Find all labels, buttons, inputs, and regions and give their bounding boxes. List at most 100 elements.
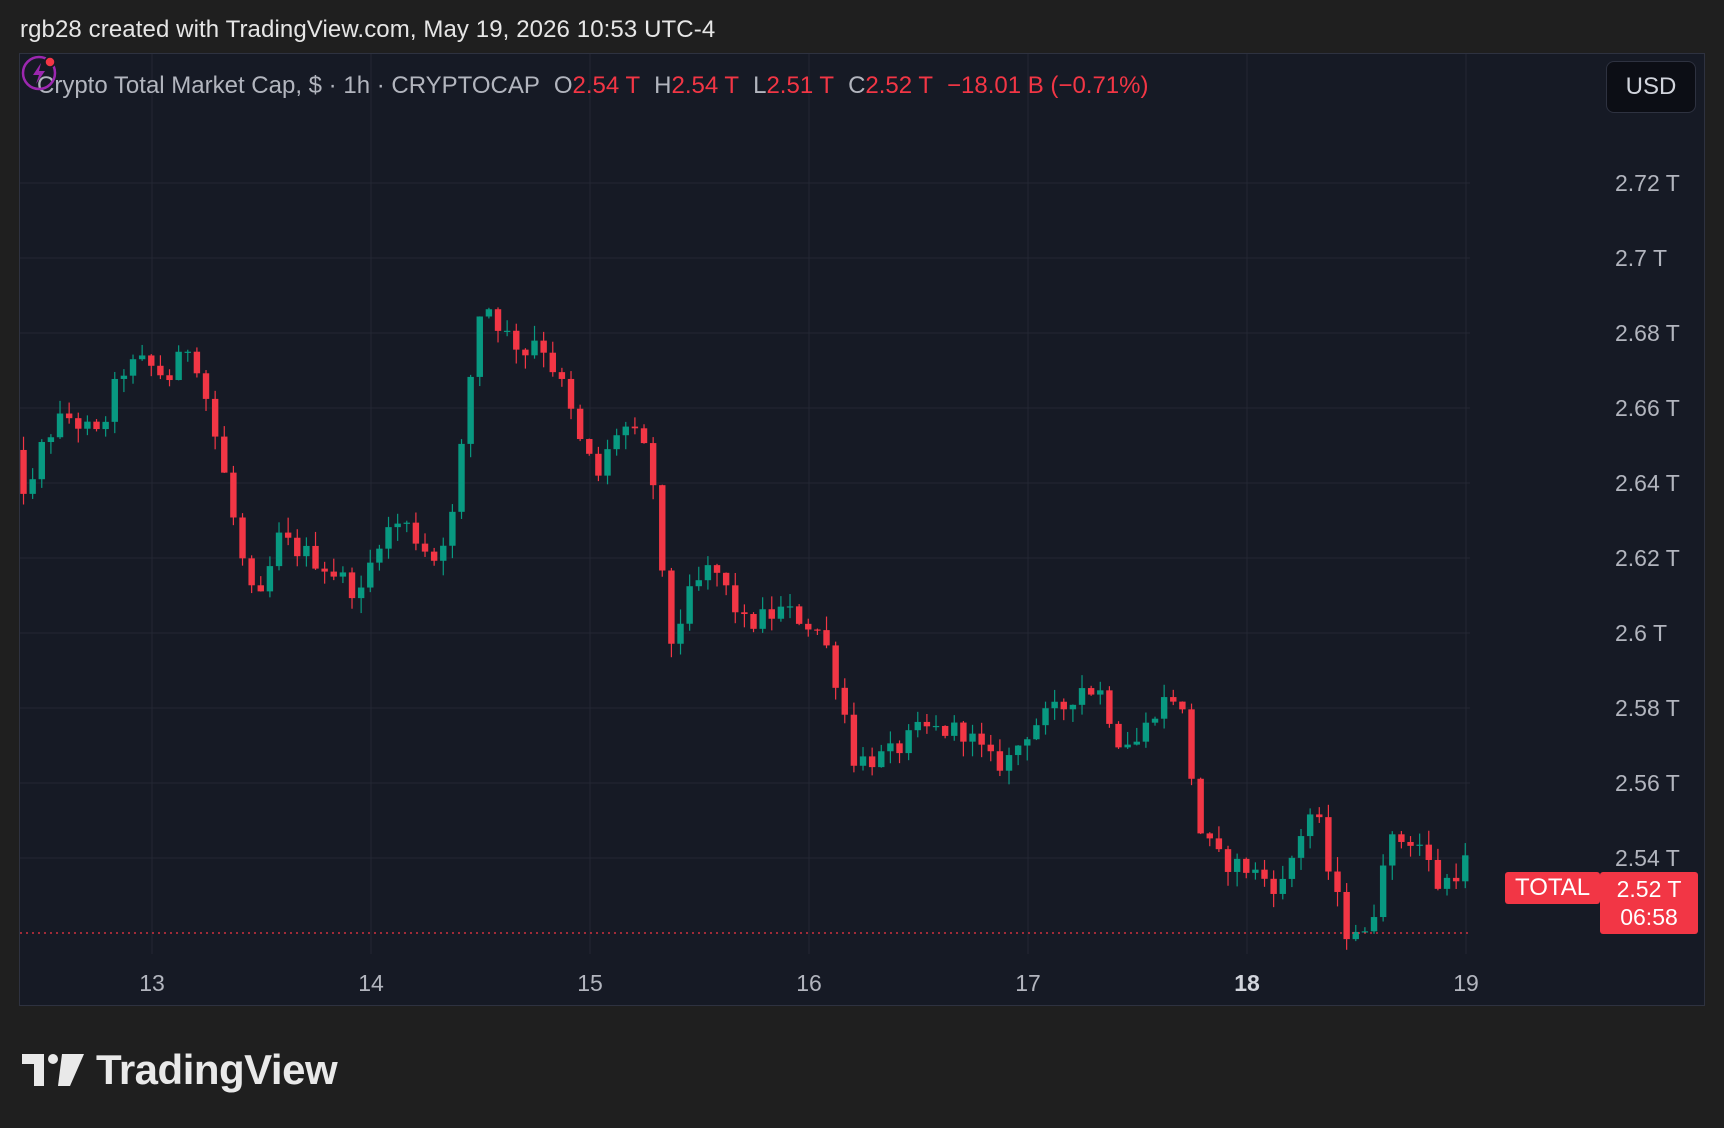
candle-body (1443, 877, 1451, 889)
candle-body (47, 437, 55, 443)
candle-body (741, 612, 748, 615)
x-tick-label: 18 (1234, 970, 1260, 996)
candle-body (695, 580, 702, 587)
y-tick-label: 2.54 T (1615, 845, 1680, 871)
candle-body (1398, 834, 1405, 842)
candle-body (1033, 725, 1040, 740)
candle-body (221, 436, 228, 473)
candle-body (722, 572, 730, 586)
candle-body (567, 378, 575, 409)
high-label: H (654, 72, 672, 99)
x-tick-label: 13 (139, 970, 165, 996)
candle-body (540, 340, 547, 353)
candle-body (1416, 844, 1423, 846)
candle-body (330, 571, 337, 577)
candle-body (75, 418, 82, 429)
candle-body (814, 629, 821, 631)
candle-body (932, 725, 940, 728)
candle-body (604, 449, 611, 476)
candle-body (805, 623, 812, 630)
candle-body (960, 722, 967, 742)
candle-body (1462, 855, 1469, 882)
candle-body (1197, 778, 1204, 834)
candle-body (914, 721, 921, 731)
candle-body (202, 373, 210, 399)
candle-body (1352, 931, 1359, 940)
candle-body (549, 352, 556, 373)
candle-body (595, 453, 602, 476)
candle-body (440, 545, 447, 561)
candle-body (449, 511, 456, 546)
candle-body (284, 532, 292, 538)
x-tick-label: 19 (1453, 970, 1479, 996)
candle-body (1069, 704, 1077, 710)
candle-body (1361, 931, 1369, 933)
currency-button[interactable]: USD (1606, 61, 1696, 113)
grid-lines (20, 54, 1470, 954)
high-value: 2.54 T (671, 72, 740, 99)
low-label: L (753, 72, 767, 99)
candle-body (1188, 709, 1195, 779)
candle-body (348, 572, 356, 599)
candle-body (1325, 817, 1332, 872)
lightning-bolt-icon[interactable] (20, 54, 58, 92)
last-price-tag: 2.52 T 06:58 (1600, 872, 1698, 934)
candle-body (969, 733, 976, 742)
candle-body (275, 532, 283, 567)
candle-body (1051, 701, 1058, 709)
attribution-text: rgb28 created with TradingView.com, May … (20, 16, 716, 43)
candle-body (777, 606, 785, 619)
y-tick-label: 2.7 T (1615, 245, 1667, 271)
candle-body (732, 585, 739, 613)
candle-body (631, 426, 639, 429)
candle-body (1270, 878, 1277, 894)
candle-body (1097, 690, 1104, 695)
tradingview-logo: TradingView (22, 1046, 338, 1094)
symbol-title: Crypto Total Market Cap, $ · 1h · CRYPTO… (37, 72, 540, 99)
candle-body (677, 623, 684, 644)
candle-body (175, 351, 182, 381)
candle-body (1316, 814, 1323, 818)
candle-body (138, 355, 146, 360)
y-tick-label: 2.6 T (1615, 620, 1667, 646)
candle-body (887, 743, 894, 752)
candle-body (1170, 697, 1177, 702)
candle-body (467, 376, 474, 444)
candlestick-chart[interactable]: 2.54 T 2.56 T 2.58 T 2.6 T 2.62 T 2.64 T 2.66 … (20, 54, 1705, 1006)
candle-body (649, 443, 657, 486)
candle-body (713, 565, 721, 573)
candle-body (1151, 718, 1159, 723)
candle-body (1452, 877, 1460, 882)
candles (20, 307, 1470, 950)
y-tick-label: 2.72 T (1615, 170, 1680, 196)
x-tick-label: 14 (358, 970, 384, 996)
candle-body (65, 413, 73, 419)
candle-body (266, 566, 274, 592)
axis-labels: 2.54 T 2.56 T 2.58 T 2.6 T 2.62 T 2.64 T 2.66 … (139, 170, 1680, 996)
candle-body (1279, 878, 1286, 894)
candle-body (823, 630, 830, 646)
y-tick-label: 2.64 T (1615, 470, 1680, 496)
tradingview-logo-icon (22, 1054, 84, 1086)
candle-body (868, 756, 876, 768)
candle-body (476, 316, 483, 377)
candle-body (394, 523, 401, 528)
candle-body (1434, 859, 1442, 889)
candle-body (494, 309, 502, 331)
candle-body (129, 359, 137, 376)
candle-body (1005, 755, 1013, 771)
candle-body (659, 485, 666, 571)
y-tick-label: 2.62 T (1615, 545, 1680, 571)
candle-body (248, 558, 255, 586)
candle-body (586, 439, 593, 454)
candle-body (312, 545, 319, 569)
candle-body (850, 714, 858, 766)
chart-panel[interactable]: 2.54 T 2.56 T 2.58 T 2.6 T 2.62 T 2.64 T 2.66 … (19, 53, 1705, 1006)
candle-body (503, 330, 511, 332)
candle-body (367, 562, 374, 588)
candle-body (841, 687, 848, 715)
candle-body (1160, 697, 1168, 719)
y-tick-label: 2.68 T (1615, 320, 1680, 346)
close-label: C (848, 72, 866, 99)
candle-body (1389, 834, 1396, 866)
